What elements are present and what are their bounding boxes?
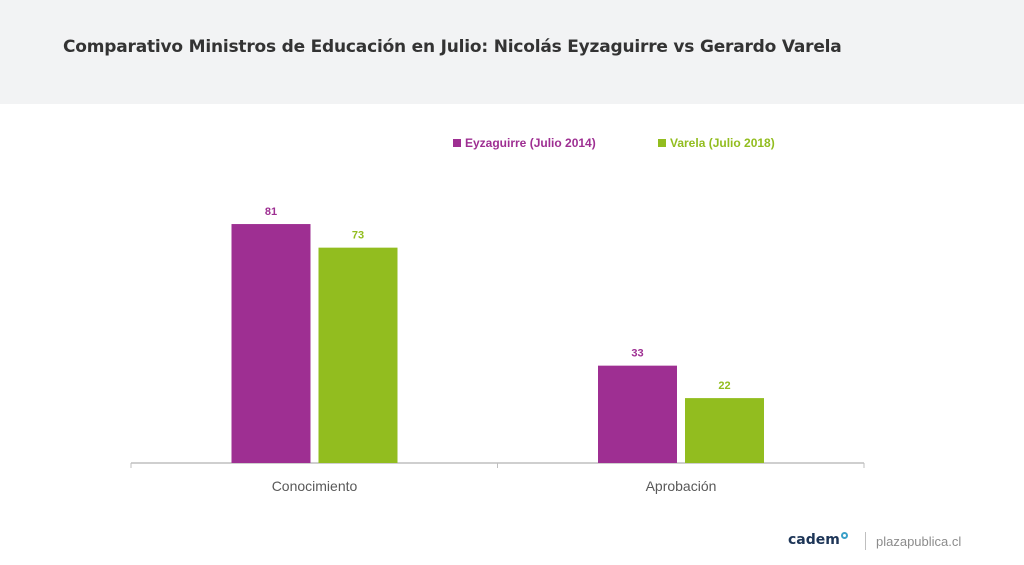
legend-swatch — [453, 139, 461, 147]
bar-0-1 — [318, 247, 398, 463]
data-label: 33 — [631, 348, 643, 360]
page-title: Comparativo Ministros de Educación en Ju… — [63, 37, 842, 57]
legend-label: Varela (Julio 2018) — [670, 136, 775, 150]
data-label: 81 — [265, 206, 277, 218]
bar-1-1 — [685, 398, 764, 463]
legend-label: Eyzaguirre (Julio 2014) — [465, 136, 596, 150]
footer-divider — [865, 532, 866, 550]
data-label: 73 — [352, 230, 364, 242]
category-label: Conocimiento — [272, 478, 358, 494]
category-label: Aprobación — [646, 478, 717, 494]
footer: cadem plazapublica.cl — [788, 532, 1018, 554]
legend-swatch — [658, 139, 666, 147]
brand-logo-dot-icon — [841, 532, 848, 539]
bar-0-0 — [231, 224, 311, 463]
bar-1-0 — [598, 365, 677, 463]
site-link[interactable]: plazapublica.cl — [876, 534, 962, 549]
data-label: 22 — [718, 380, 730, 392]
header-band: Comparativo Ministros de Educación en Ju… — [0, 0, 1024, 104]
brand-logo: cadem — [788, 532, 840, 548]
